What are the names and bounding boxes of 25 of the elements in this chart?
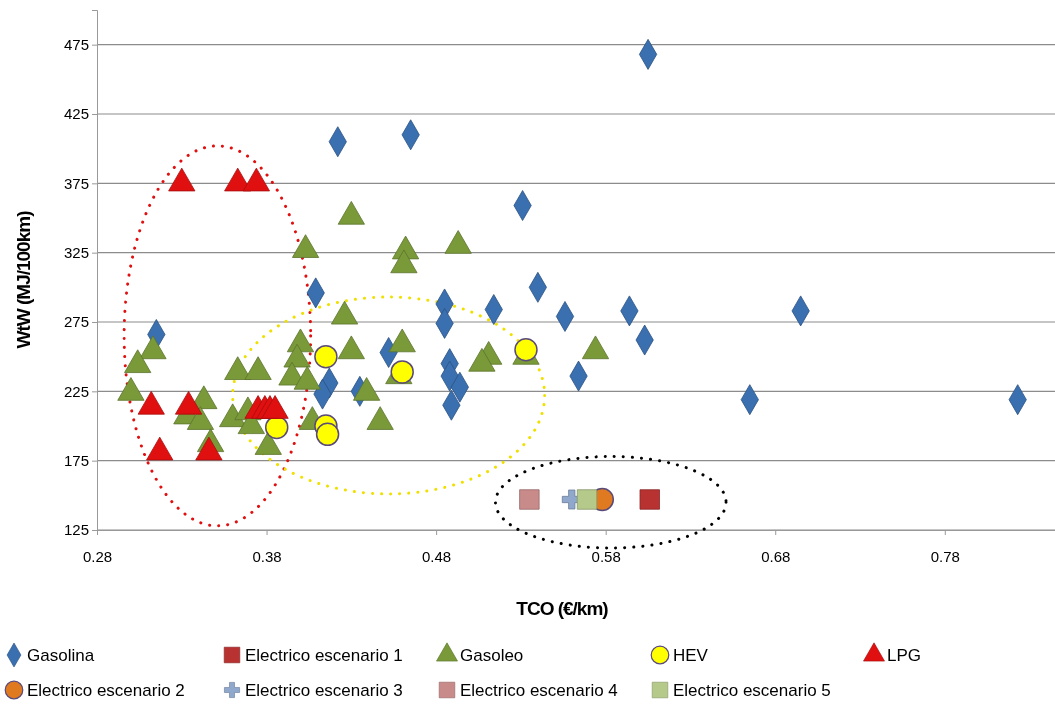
legend-label: Gasolina [27,645,95,665]
y-tick-label: 225 [63,382,89,400]
legend-label: Electrico escenario 5 [673,680,831,700]
y-tick-label: 325 [63,243,89,261]
legend-label: LPG [887,645,922,665]
x-tick-label: 0.48 [422,548,452,565]
x-tick-label: 0.38 [252,548,282,565]
x-tick-label: 0.78 [930,548,960,565]
x-tick-label: 0.58 [591,548,621,565]
legend-label: Electrico escenario 1 [245,645,403,665]
x-tick-label: 0.68 [761,548,791,565]
legend-label: Gasoleo [460,645,524,665]
legend-label: Electrico escenario 3 [245,680,403,700]
y-tick-label: 375 [63,174,89,192]
y-tick-label: 175 [63,451,89,469]
y-tick-label: 125 [63,521,89,539]
y-tick-label: 475 [63,35,89,53]
legend-label: Electrico escenario 2 [27,680,185,700]
y-axis-title: WtW (MJ/100km) [13,210,34,349]
y-tick-label: 275 [63,313,89,331]
legend-label: Electrico escenario 4 [460,680,618,700]
y-tick-label: 425 [63,105,89,123]
legend-label: HEV [673,645,709,665]
x-axis-title: TCO (€/km) [516,598,609,619]
x-tick-label: 0.28 [82,548,113,565]
